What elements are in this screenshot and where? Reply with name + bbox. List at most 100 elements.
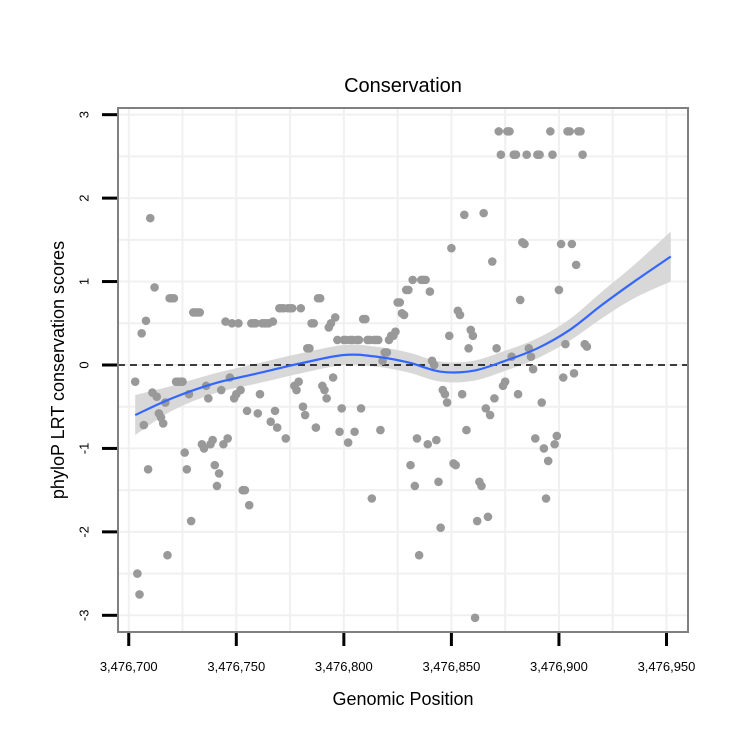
data-point <box>143 464 153 474</box>
data-point <box>158 419 168 428</box>
data-point <box>395 298 405 307</box>
y-tick-label: -3 <box>76 610 91 622</box>
data-point <box>447 243 456 253</box>
data-point <box>251 318 260 328</box>
data-point <box>361 314 370 324</box>
data-point <box>487 257 497 266</box>
data-point <box>550 439 559 449</box>
data-point <box>432 435 441 445</box>
data-point <box>292 385 301 395</box>
data-point <box>404 285 413 295</box>
x-tick-label: 3,476,850 <box>422 659 480 674</box>
data-point <box>442 398 452 407</box>
data-point <box>216 385 226 395</box>
data-point <box>567 239 577 249</box>
data-point <box>554 285 564 295</box>
data-point <box>227 318 237 328</box>
data-point <box>221 317 230 326</box>
data-point <box>481 404 491 413</box>
data-point <box>180 448 189 457</box>
y-tick-label: -2 <box>76 526 91 538</box>
data-point <box>130 377 140 386</box>
data-point <box>470 613 480 623</box>
data-point <box>343 438 353 447</box>
data-point <box>406 460 415 470</box>
data-point <box>399 310 409 320</box>
data-point <box>408 275 417 285</box>
data-point <box>421 275 430 285</box>
data-point <box>137 328 146 338</box>
data-point <box>528 364 538 374</box>
data-point <box>535 150 544 160</box>
x-axis-label: Genomic Position <box>332 689 473 709</box>
data-point <box>281 434 291 443</box>
data-point <box>354 335 364 345</box>
y-tick-label: 3 <box>76 111 91 118</box>
data-point <box>391 327 400 336</box>
data-point <box>335 427 344 437</box>
data-point <box>468 331 478 341</box>
data-point <box>451 460 460 470</box>
data-point <box>485 410 495 420</box>
data-point <box>204 394 213 403</box>
data-point <box>382 348 392 357</box>
x-tick-label: 3,476,950 <box>638 659 696 674</box>
data-point <box>571 260 581 270</box>
data-point <box>429 360 439 370</box>
data-point <box>477 481 486 491</box>
data-point <box>333 335 342 345</box>
data-point <box>558 373 568 382</box>
data-point <box>578 150 587 160</box>
data-point <box>556 239 566 249</box>
chart-title: Conservation <box>344 75 462 97</box>
data-point <box>376 425 385 435</box>
data-point <box>182 464 192 474</box>
data-point <box>298 402 308 412</box>
data-points <box>130 127 592 623</box>
data-point <box>444 331 454 341</box>
data-point <box>520 239 529 249</box>
data-point <box>330 313 340 322</box>
data-point <box>496 150 506 160</box>
data-point <box>546 127 555 136</box>
data-point <box>322 394 331 403</box>
data-point <box>472 516 482 526</box>
data-point <box>210 460 220 470</box>
data-point <box>178 377 187 386</box>
data-point <box>309 318 319 328</box>
data-point <box>440 389 450 399</box>
data-point <box>212 481 222 491</box>
x-tick-label: 3,476,700 <box>100 659 158 674</box>
data-point <box>522 150 531 160</box>
confidence-band <box>135 231 671 436</box>
data-point <box>311 423 321 432</box>
data-point <box>356 404 366 413</box>
data-point <box>152 392 162 402</box>
data-point <box>515 295 525 305</box>
panel-border <box>117 107 689 633</box>
data-point <box>543 456 553 466</box>
data-point <box>494 127 504 136</box>
data-point <box>150 283 159 292</box>
data-point <box>255 389 265 399</box>
data-point <box>272 423 282 432</box>
data-point <box>539 444 549 453</box>
smooth-curve <box>134 255 672 417</box>
data-point <box>565 127 574 136</box>
smooth-trend-line <box>134 255 672 417</box>
x-tick-label: 3,476,800 <box>315 659 373 674</box>
y-tick-label: 1 <box>76 278 91 285</box>
data-point <box>511 150 521 160</box>
y-tick-label: -1 <box>76 443 91 455</box>
data-point <box>133 569 142 578</box>
y-tick-label: 0 <box>76 361 91 368</box>
data-point <box>266 417 276 427</box>
y-axis-label: phyloP LRT conservation scores <box>48 241 68 499</box>
x-tick-label: 3,476,900 <box>530 659 588 674</box>
y-tick-label: 2 <box>76 194 91 201</box>
data-point <box>576 127 585 136</box>
data-point <box>455 310 465 320</box>
data-point <box>242 406 252 416</box>
data-point <box>412 434 422 443</box>
